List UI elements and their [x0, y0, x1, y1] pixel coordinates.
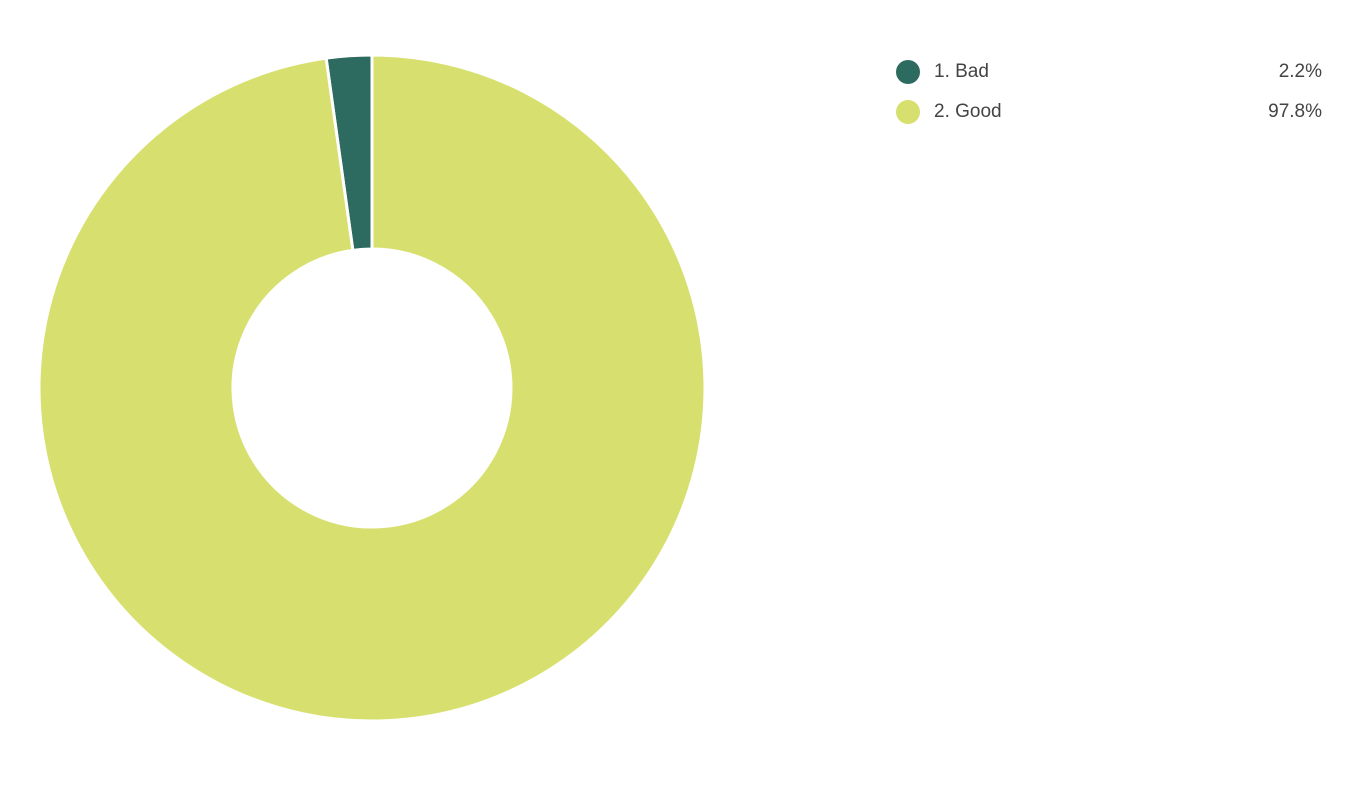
slice	[37, 53, 707, 723]
legend-label: 1. Bad	[934, 61, 989, 82]
legend-label: 2. Good	[934, 101, 1002, 122]
legend-swatch	[896, 60, 920, 84]
legend-value: 2.2%	[1279, 61, 1322, 82]
legend-swatch	[896, 100, 920, 124]
legend-value: 97.8%	[1268, 101, 1322, 122]
